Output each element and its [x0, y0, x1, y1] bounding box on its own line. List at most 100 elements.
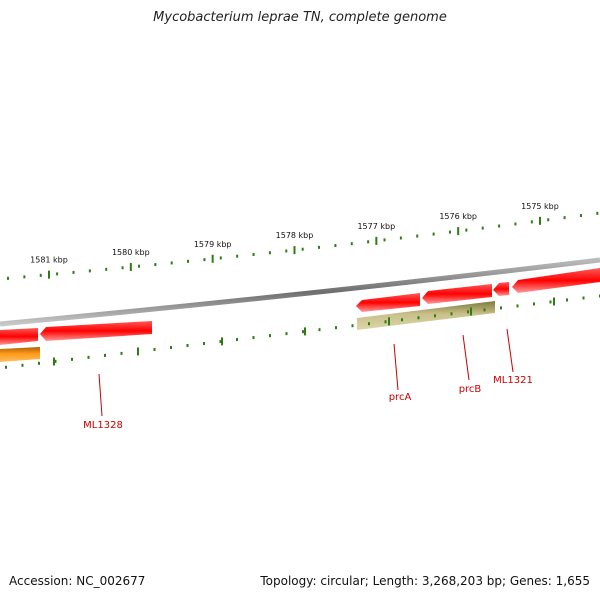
scale-dot — [434, 314, 436, 318]
scale-dot — [334, 244, 337, 248]
scale-label: 1575 kbp — [521, 202, 559, 211]
gene-arrow-olive[interactable] — [357, 301, 495, 330]
scale-dot — [450, 312, 453, 316]
scale-dot — [54, 359, 57, 363]
scale-dot — [252, 253, 255, 257]
scale-dot — [384, 320, 387, 324]
scale-dot — [38, 361, 40, 365]
scale-tick — [129, 262, 132, 271]
scale-dot — [72, 270, 75, 274]
scale-dot — [367, 240, 370, 244]
scale-dot — [39, 273, 42, 277]
gene-arrow-orange[interactable] — [0, 347, 40, 362]
scale-dot — [579, 214, 582, 218]
gene-arrow[interactable] — [356, 293, 420, 312]
scale-dot — [236, 254, 239, 258]
scale-tick — [304, 327, 306, 336]
scale-dot — [498, 224, 501, 228]
scale-tick — [48, 270, 50, 279]
genome-summary-text: Topology: circular; Length: 3,268,203 bp… — [260, 574, 590, 588]
scale-dot — [566, 298, 568, 302]
scale-dot — [137, 264, 140, 268]
outer-scale-track: 1575 kbp 1576 kbp 1577 kbp 1578 kbp 1579 kbp… — [7, 202, 599, 280]
scale-dot — [236, 338, 238, 342]
scale-dot — [533, 302, 535, 306]
scale-tick — [388, 317, 390, 326]
scale-dot — [399, 236, 402, 240]
scale-dot — [547, 218, 550, 222]
scale-dot — [285, 249, 288, 253]
scale-label: 1577 kbp — [357, 222, 395, 231]
scale-dot — [350, 242, 353, 246]
map-title: Mycobacterium leprae TN, complete genome — [153, 10, 447, 25]
scale-dot — [318, 328, 321, 332]
scale-label: 1576 kbp — [439, 212, 477, 221]
scale-label: 1579 kbp — [194, 240, 232, 249]
scale-dot — [23, 275, 26, 279]
scale-dot — [203, 258, 206, 262]
genome-backbone — [0, 257, 600, 327]
scale-dot — [516, 304, 519, 308]
scale-dot — [285, 332, 288, 336]
scale-dot — [467, 310, 469, 314]
gene-label-prcA[interactable]: prcA — [389, 392, 412, 403]
label-leader-line — [462, 334, 470, 381]
gene-arrow[interactable] — [493, 282, 509, 296]
gene-arrow[interactable] — [422, 284, 492, 304]
scale-tick — [221, 337, 223, 346]
scale-dot — [203, 342, 205, 346]
scale-dot — [401, 318, 403, 322]
scale-dot — [302, 330, 304, 334]
scale-dot — [481, 226, 484, 230]
scale-dot — [21, 363, 24, 367]
scale-dot — [368, 322, 370, 326]
scale-dot — [104, 353, 106, 357]
gene-arrow[interactable] — [40, 321, 152, 341]
scale-dot — [432, 232, 435, 236]
gene-label-ML1328[interactable]: ML1328 — [83, 420, 123, 431]
label-leader-line — [506, 328, 514, 373]
scale-dot — [7, 276, 9, 280]
scale-tick — [375, 236, 378, 245]
scale-dot — [154, 263, 157, 267]
scale-dot — [219, 256, 222, 260]
scale-dot — [170, 345, 172, 349]
scale-dot — [335, 326, 337, 330]
gene-labels: prcA prcB ML1321 ML1328 — [83, 328, 533, 431]
scale-tick — [539, 216, 541, 225]
scale-dot — [187, 259, 190, 263]
scale-dot — [105, 267, 108, 271]
scale-dot — [596, 211, 599, 215]
scale-dot — [483, 308, 486, 312]
scale-dot — [563, 216, 566, 220]
gene-arrow[interactable] — [0, 328, 38, 345]
gene-track — [0, 268, 600, 362]
scale-dot — [88, 269, 91, 273]
scale-tick — [457, 227, 460, 236]
scale-dot — [56, 272, 59, 276]
scale-dot — [269, 334, 271, 338]
gene-arrow[interactable] — [512, 268, 600, 293]
label-leader-line — [98, 373, 103, 417]
scale-tick — [211, 254, 214, 263]
scale-tick — [137, 347, 139, 356]
scale-dot — [186, 344, 189, 347]
scale-dot — [219, 340, 222, 344]
accession-text: Accession: NC_002677 — [9, 574, 146, 588]
scale-label: 1581 kbp — [30, 256, 68, 265]
scale-dot — [549, 300, 552, 304]
scale-dot — [514, 222, 517, 226]
scale-tick — [553, 297, 555, 306]
scale-dot — [500, 306, 502, 310]
scale-dot — [120, 351, 123, 355]
scale-dot — [121, 266, 124, 270]
scale-dot — [383, 238, 386, 242]
scale-dot — [87, 355, 90, 359]
label-leader-line — [393, 343, 399, 391]
gene-label-ML1321[interactable]: ML1321 — [493, 375, 533, 386]
scale-tick — [470, 307, 472, 316]
gene-label-prcB[interactable]: prcB — [459, 384, 482, 395]
scale-dot — [268, 251, 271, 255]
scale-dot — [416, 234, 419, 238]
